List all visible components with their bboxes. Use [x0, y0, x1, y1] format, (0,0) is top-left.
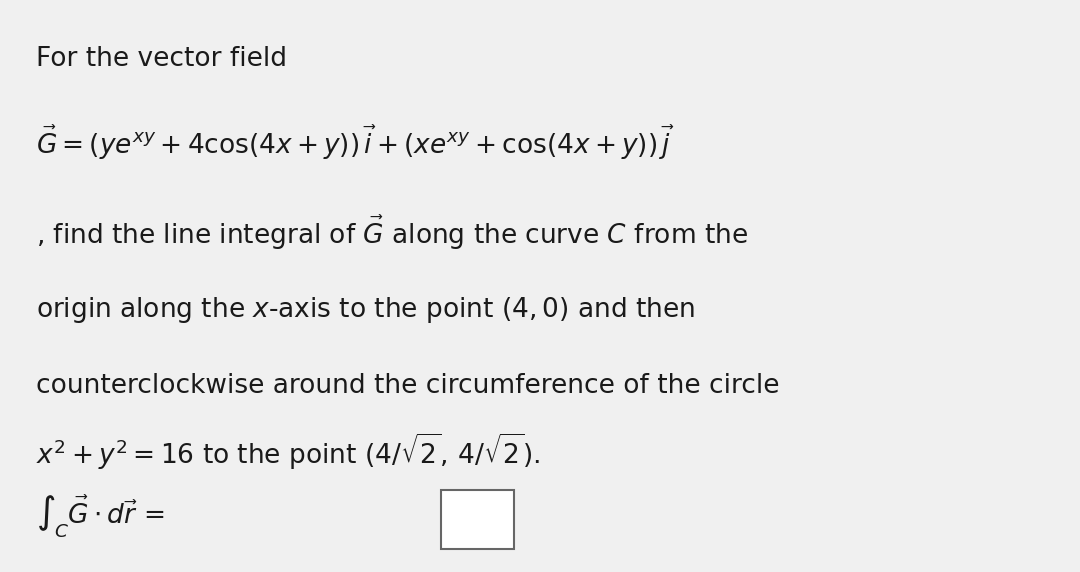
- Text: counterclockwise around the circumference of the circle: counterclockwise around the circumferenc…: [37, 373, 780, 399]
- FancyBboxPatch shape: [442, 490, 514, 549]
- Text: For the vector field: For the vector field: [37, 46, 287, 72]
- Text: origin along the $x$-axis to the point $(4, 0)$ and then: origin along the $x$-axis to the point $…: [37, 296, 696, 325]
- Text: $x^2 + y^2 = 16$ to the point $(4/\sqrt{2},\, 4/\sqrt{2})$.: $x^2 + y^2 = 16$ to the point $(4/\sqrt{…: [37, 431, 541, 472]
- Text: $\int_C \vec{G} \cdot d\vec{r}\, =$: $\int_C \vec{G} \cdot d\vec{r}\, =$: [37, 493, 165, 539]
- Text: , find the line integral of $\vec{G}$ along the curve $C$ from the: , find the line integral of $\vec{G}$ al…: [37, 214, 748, 252]
- Text: $\vec{G} = (ye^{xy} + 4\cos(4x + y))\,\vec{i} + (xe^{xy} + \cos(4x + y))\,\vec{j: $\vec{G} = (ye^{xy} + 4\cos(4x + y))\,\v…: [37, 124, 675, 162]
